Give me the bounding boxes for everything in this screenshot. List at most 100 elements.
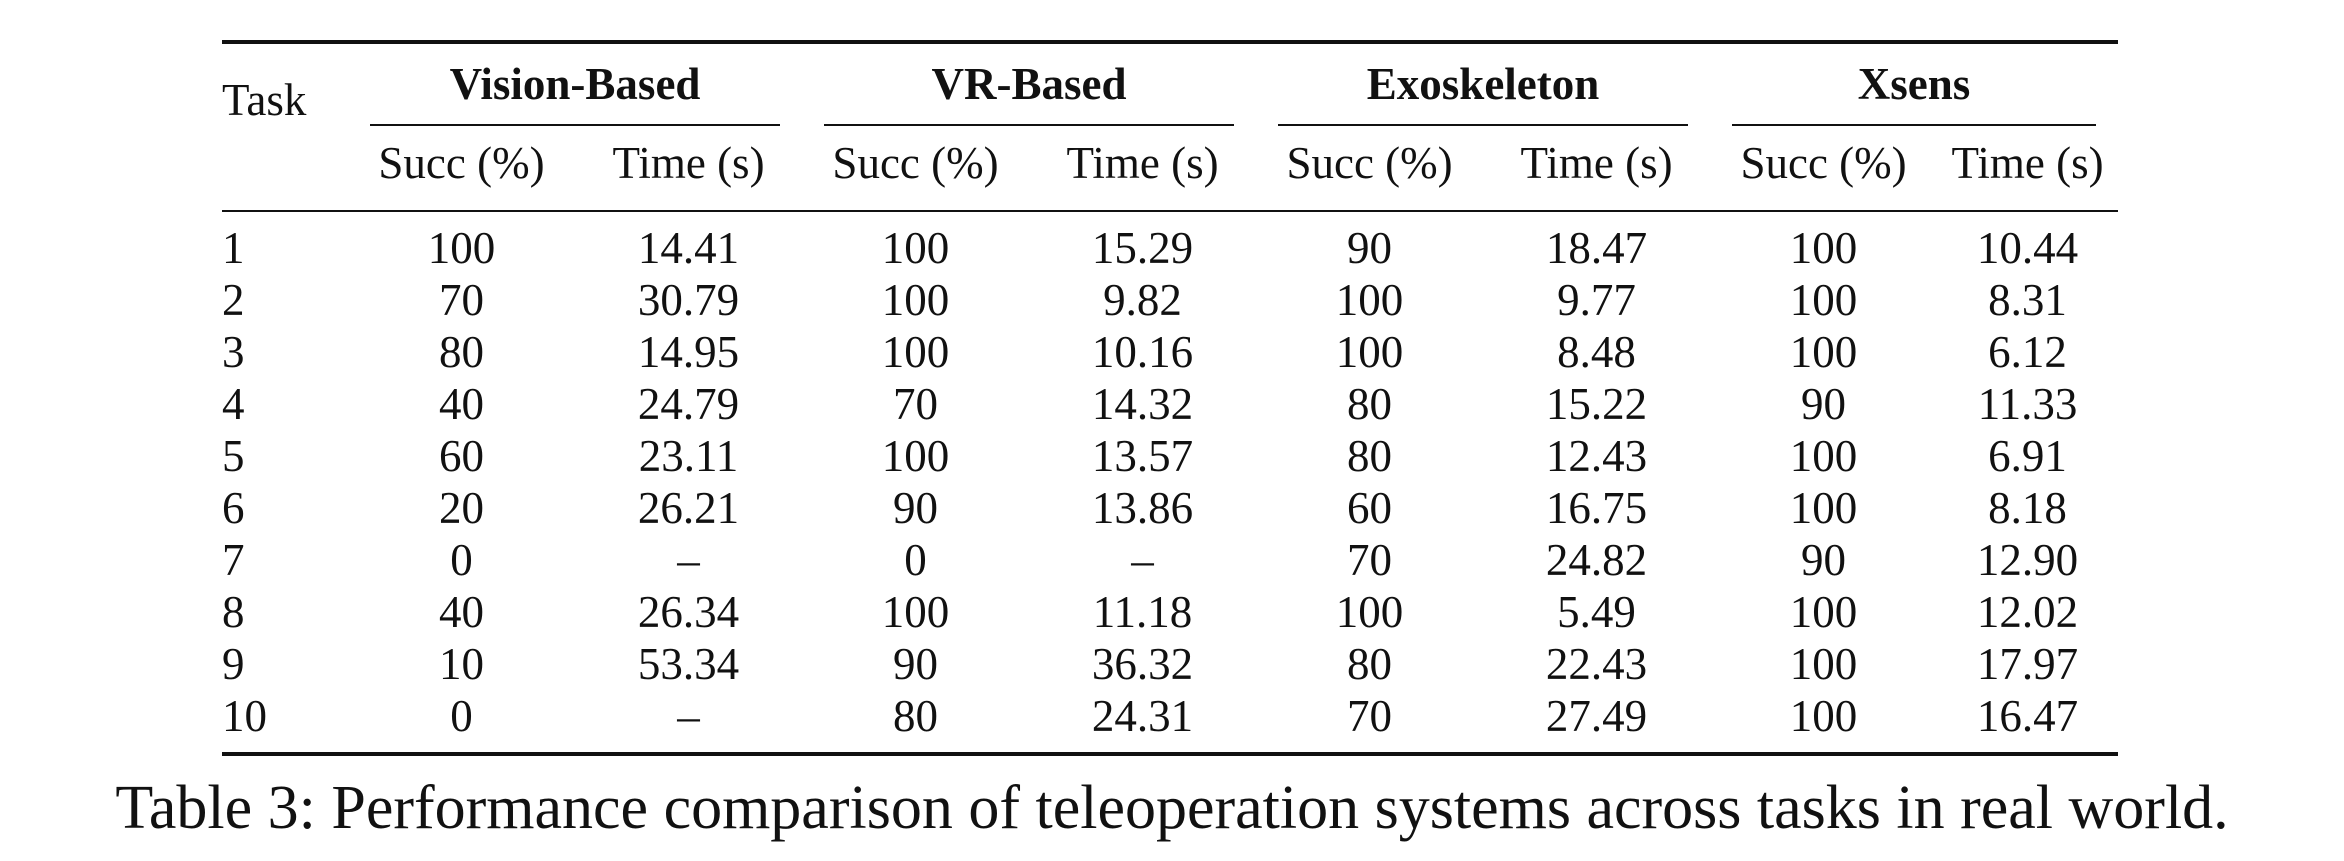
task-number-cell: 8 — [222, 587, 245, 637]
table-cell: 100 — [1789, 327, 1858, 377]
sub-header-succ: Succ (%) — [1740, 138, 1907, 188]
table-cell: 17.97 — [1976, 639, 2079, 689]
table-cell: 100 — [1789, 431, 1858, 481]
table-cell: 30.79 — [637, 275, 740, 325]
results-table-container: Task Vision-Based VR-Based Exoskeleton X… — [222, 40, 2119, 756]
table-row: 7 0–0–70 24.82 90 12.90 — [222, 534, 2118, 586]
group-label-vr-based: VR-Based — [824, 44, 1235, 126]
table-cell: 70 — [893, 379, 939, 429]
table-cell: 10.16 — [1091, 327, 1194, 377]
table-cell: 9.77 — [1557, 275, 1636, 325]
sub-header-succ: Succ (%) — [1286, 138, 1453, 188]
table-cell: 10 — [439, 639, 484, 689]
table-cell: 12.90 — [1976, 535, 2079, 585]
table-cell: 15.29 — [1091, 223, 1194, 273]
table-cell: 15.22 — [1545, 379, 1648, 429]
results-table: Task Vision-Based VR-Based Exoskeleton X… — [222, 40, 2119, 756]
table-cell: 100 — [881, 587, 950, 637]
table-cell: 80 — [893, 691, 939, 741]
table-cell: – — [1131, 535, 1154, 585]
group-header-xsens: Xsens — [1710, 42, 2118, 126]
table-cell: 80 — [1347, 379, 1393, 429]
table-cell: 40 — [439, 379, 484, 429]
table-cell: 90 — [893, 639, 939, 689]
table-cell: 100 — [881, 223, 950, 273]
table-row: 3 80 14.95 100 10.16 100 8.48 100 6.12 — [222, 326, 2118, 378]
sub-header-succ: Succ (%) — [832, 138, 999, 188]
table-cell: 14.95 — [637, 327, 740, 377]
table-cell: 12.43 — [1545, 431, 1648, 481]
table-body: 1 100 14.41 100 15.29 90 18.47 100 10.44 2 70 30.79… — [222, 211, 2119, 754]
table-cell: 100 — [1335, 327, 1404, 377]
table-cell: 16.47 — [1976, 691, 2079, 741]
table-cell: 100 — [427, 223, 496, 273]
table-cell: 100 — [1789, 483, 1858, 533]
table-cell: 0 — [450, 691, 473, 741]
table-cell: 6.91 — [1988, 431, 2067, 481]
table-cell: 40 — [439, 587, 484, 637]
table-cell: 70 — [1347, 691, 1393, 741]
table-row: 10 0–80 24.31 70 27.49 100 16.47 — [222, 690, 2119, 754]
table-cell: 80 — [1347, 639, 1393, 689]
table-cell: – — [677, 535, 700, 585]
table-cell: 24.31 — [1091, 691, 1194, 741]
table-cell: 24.79 — [637, 379, 740, 429]
table-cell: 5.49 — [1557, 587, 1636, 637]
table-cell: 27.49 — [1545, 691, 1648, 741]
table-cell: 60 — [1347, 483, 1393, 533]
table-cell: 12.02 — [1976, 587, 2079, 637]
table-cell: 13.86 — [1091, 483, 1194, 533]
table-cell: 13.57 — [1091, 431, 1194, 481]
table-cell: 90 — [1801, 535, 1847, 585]
table-cell: 90 — [1347, 223, 1393, 273]
table-caption: Table 3: Performance comparison of teleo… — [115, 774, 2229, 842]
table-cell: 24.82 — [1545, 535, 1648, 585]
task-number-cell: 6 — [222, 483, 245, 533]
table-row: 6 20 26.21 90 13.86 60 16.75 100 8.18 — [222, 482, 2118, 534]
task-number-cell: 1 — [222, 223, 245, 273]
group-label-xsens: Xsens — [1732, 44, 2097, 126]
sub-header-time: Time (s) — [612, 138, 765, 188]
table-cell: 0 — [904, 535, 927, 585]
table-cell: 14.32 — [1091, 379, 1194, 429]
table-cell: 100 — [1789, 587, 1858, 637]
table-cell: 80 — [439, 327, 484, 377]
table-cell: 53.34 — [637, 639, 740, 689]
table-cell: 8.48 — [1557, 327, 1636, 377]
table-cell: 100 — [881, 431, 950, 481]
table-cell: 70 — [439, 275, 484, 325]
table-row: 4 40 24.79 70 14.32 80 15.22 90 11.33 — [222, 378, 2118, 430]
table-cell: 6.12 — [1988, 327, 2067, 377]
task-number-cell: 9 — [222, 639, 245, 689]
table-cell: 26.34 — [637, 587, 740, 637]
table-cell: – — [677, 691, 700, 741]
task-number-cell: 7 — [222, 535, 245, 585]
group-label-exoskeleton: Exoskeleton — [1278, 44, 1689, 126]
table-cell: 90 — [1801, 379, 1847, 429]
table-row: 2 70 30.79 100 9.82 100 9.77 100 8.31 — [222, 274, 2118, 326]
table-cell: 20 — [439, 483, 484, 533]
task-number-cell: 3 — [222, 327, 245, 377]
task-column-header: Task — [222, 75, 307, 125]
sub-header-row: Succ (%) Time (s) Succ (%) Time (s) Succ… — [222, 126, 2119, 211]
table-row: 5 60 23.11 100 13.57 80 12.43 100 6.91 — [222, 430, 2118, 482]
group-label-vision-based: Vision-Based — [370, 44, 781, 126]
group-header-vr-based: VR-Based — [802, 42, 1256, 126]
table-cell: 100 — [1789, 275, 1858, 325]
table-cell: 23.11 — [638, 431, 739, 481]
group-header-exoskeleton: Exoskeleton — [1256, 42, 1710, 126]
table-row: 9 10 53.34 90 36.32 80 22.43 100 17.97 — [222, 638, 2118, 690]
task-number-cell: 4 — [222, 379, 245, 429]
table-cell: 70 — [1347, 535, 1393, 585]
table-cell: 14.41 — [637, 223, 740, 273]
table-cell: 100 — [1789, 639, 1858, 689]
table-cell: 22.43 — [1545, 639, 1648, 689]
table-cell: 90 — [893, 483, 939, 533]
table-cell: 100 — [881, 327, 950, 377]
group-header-row: Task Vision-Based VR-Based Exoskeleton X… — [222, 42, 2119, 126]
table-cell: 8.18 — [1988, 483, 2067, 533]
table-cell: 9.82 — [1103, 275, 1182, 325]
table-cell: 11.18 — [1092, 587, 1193, 637]
sub-header-time: Time (s) — [1066, 138, 1219, 188]
table-cell: 8.31 — [1988, 275, 2067, 325]
